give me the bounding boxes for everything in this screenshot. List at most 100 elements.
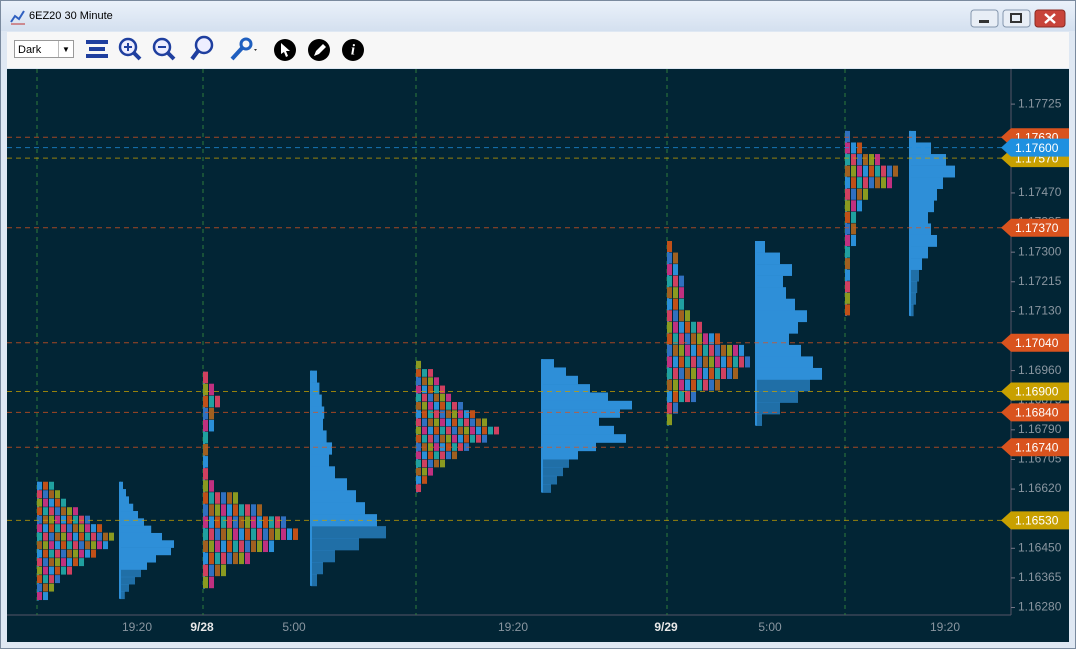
tpo-block (857, 142, 862, 154)
volume-bar (756, 252, 780, 265)
tpo-block (691, 356, 696, 368)
tpo-block (422, 410, 427, 418)
volume-bar (910, 130, 916, 143)
volume-bar (120, 584, 129, 592)
tpo-block (209, 528, 214, 540)
volume-bar (542, 400, 632, 410)
tpo-block (257, 516, 262, 528)
tpo-block (43, 515, 48, 524)
volume-bar (542, 417, 599, 427)
tpo-block (257, 528, 262, 540)
tpo-block (845, 269, 850, 281)
info-button[interactable]: i (342, 39, 364, 61)
tpo-block (434, 459, 439, 468)
tpo-block (691, 391, 696, 403)
y-tick-label: 1.16280 (1018, 600, 1062, 614)
price-tag (1001, 403, 1069, 422)
tpo-block (203, 407, 208, 420)
tpo-block (203, 383, 208, 396)
tpo-block (679, 344, 684, 356)
tpo-block (287, 528, 292, 540)
tpo-block (233, 552, 238, 565)
tpo-block (227, 492, 232, 504)
volume-bar (311, 430, 327, 443)
tpo-block (434, 443, 439, 451)
tpo-block (239, 516, 244, 528)
tpo-block (434, 393, 439, 402)
zoom-out-button[interactable] (152, 37, 176, 61)
volume-bar (910, 177, 943, 190)
tpo-block (67, 558, 72, 567)
tpo-block (851, 177, 856, 189)
zoom-in-button[interactable] (118, 37, 142, 61)
tpo-block (239, 528, 244, 540)
tpo-block (434, 410, 439, 418)
tpo-block (845, 200, 850, 212)
tpo-block (203, 516, 208, 528)
tpo-block (679, 310, 684, 322)
volume-bar (756, 344, 801, 357)
volume-bar (311, 538, 359, 551)
toolbar: Dark ▼ i (7, 32, 1069, 68)
tpo-block (667, 344, 672, 356)
layout-button[interactable] (86, 40, 108, 58)
tpo-block (79, 549, 84, 558)
tpo-block (239, 504, 244, 516)
tpo-block (715, 333, 720, 345)
y-tick-label: 1.17725 (1018, 96, 1062, 110)
tpo-block (221, 516, 226, 528)
theme-dropdown[interactable]: Dark ▼ (14, 40, 74, 58)
window-title: 6EZ20 30 Minute (29, 10, 113, 22)
tpo-block (281, 516, 286, 528)
price-tag-label: 1.16840 (1015, 406, 1059, 420)
tpo-block (727, 356, 732, 368)
zoom-button[interactable] (190, 35, 214, 61)
volume-bar (756, 402, 780, 415)
tpo-block (215, 492, 220, 504)
volume-bar (542, 425, 614, 435)
tpo-block (37, 575, 42, 584)
tpo-block (673, 356, 678, 368)
price-tag-label: 1.16530 (1015, 514, 1059, 528)
volume-bar (311, 502, 365, 515)
tpo-block (691, 344, 696, 356)
tpo-block (416, 369, 421, 377)
pointer-button[interactable] (274, 39, 296, 61)
tpo-block (43, 592, 48, 601)
tpo-block (851, 165, 856, 177)
minimize-button[interactable] (970, 9, 999, 28)
volume-bar (120, 576, 135, 585)
tpo-block (727, 367, 732, 379)
tpo-block (685, 356, 690, 368)
tpo-block (458, 426, 463, 435)
tpo-block (679, 275, 684, 287)
tpo-block (227, 516, 232, 528)
tpo-block (685, 379, 690, 391)
tpo-block (203, 419, 208, 432)
tpo-block (685, 321, 690, 333)
tpo-block (703, 344, 708, 356)
tpo-block (61, 541, 66, 550)
tpo-block (739, 344, 744, 356)
draw-button[interactable] (308, 39, 330, 61)
tpo-block (97, 532, 102, 541)
volume-bar (311, 490, 356, 503)
tpo-block (673, 344, 678, 356)
tpo-block (667, 333, 672, 345)
tpo-block (49, 490, 54, 499)
tpo-block (851, 223, 856, 235)
volume-bar (542, 467, 563, 477)
maximize-button[interactable] (1002, 9, 1031, 28)
y-tick-label: 1.16960 (1018, 363, 1062, 377)
tpo-block (709, 344, 714, 356)
tpo-block (281, 528, 286, 540)
tpo-block (691, 367, 696, 379)
theme-value: Dark (18, 44, 42, 56)
tpo-block (440, 393, 445, 402)
tpo-block (245, 540, 250, 553)
volume-bar (756, 264, 792, 276)
tpo-block (851, 188, 856, 200)
tpo-block (428, 369, 433, 377)
tpo-block (203, 395, 208, 408)
settings-button[interactable] (230, 37, 257, 61)
